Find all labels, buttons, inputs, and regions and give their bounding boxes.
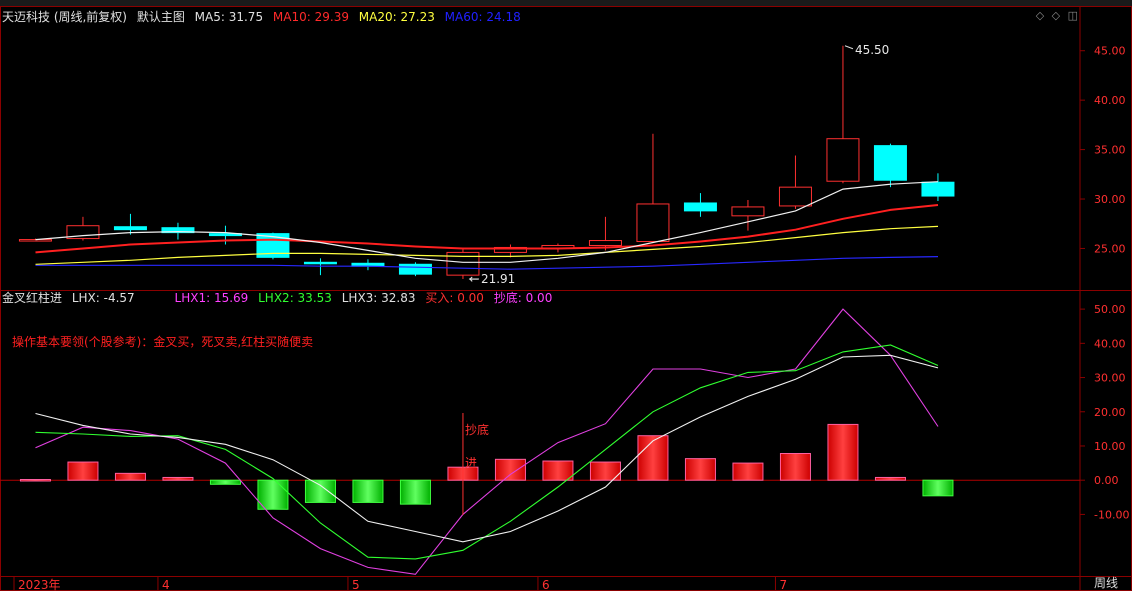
time-tick-label: 2023年: [18, 578, 61, 591]
price-tick-label: 45.00: [1094, 45, 1126, 58]
low-price-label: 21.91: [481, 272, 515, 286]
low-arrow: ←: [469, 272, 479, 286]
lhx2-value: LHX2: 33.53: [258, 291, 332, 305]
candle-body: [18, 239, 52, 242]
ma20-label: MA20: 27.23: [358, 10, 435, 24]
price-tick-label: 35.00: [1094, 144, 1126, 157]
lhx-bar: [67, 461, 99, 481]
buy-signal-label: 进: [465, 456, 477, 470]
stock-name[interactable]: 天迈科技 (周线,前复权): [2, 10, 127, 24]
candle-body: [731, 206, 765, 217]
lhx-bar: [589, 461, 621, 481]
indicator-name[interactable]: 金叉红柱进: [2, 291, 63, 305]
window-controls-icon[interactable]: ◇ ◇ ◫: [1035, 9, 1080, 22]
lhx-bar: [637, 435, 669, 481]
indicator-tick-label: 30.00: [1094, 372, 1126, 385]
candle-body: [398, 263, 432, 275]
lhx-bar: [209, 479, 241, 485]
lhx1-line: [35, 308, 939, 575]
candle-body: [636, 203, 670, 243]
price-tick-label: 40.00: [1094, 94, 1126, 107]
ma5-line: [35, 181, 939, 263]
lhx-bar: [114, 472, 146, 481]
candle-body: [493, 246, 527, 253]
ma5-label: MA5: 31.75: [194, 10, 264, 24]
lhx-bar: [827, 423, 859, 481]
indicator-tick-label: -10.00: [1094, 508, 1129, 521]
lhx-bar: [684, 458, 716, 481]
candle-body: [778, 186, 812, 207]
candle-body: [826, 138, 860, 182]
candle-body: [208, 233, 242, 237]
indicator-tick-label: 0.00: [1094, 474, 1119, 487]
candle-body: [921, 181, 955, 197]
indicator-tick-label: 50.00: [1094, 303, 1126, 316]
window-controls[interactable]: ◇ ◇ ◫: [1036, 9, 1080, 22]
main-chart-header: 天迈科技 (周线,前复权) 默认主图 MA5: 31.75 MA10: 29.3…: [2, 8, 527, 26]
candle-body: [588, 240, 622, 246]
buy-value: 买入: 0.00: [425, 291, 484, 305]
lhx-bar: [19, 479, 51, 482]
lhx-value: LHX: -4.57: [71, 291, 135, 305]
strategy-note: 操作基本要领(个股参考)：金叉买，死叉卖,红柱买随便卖: [12, 335, 314, 349]
lhx-bar: [542, 460, 574, 481]
lhx2-line: [35, 344, 939, 560]
ma60-line: [35, 256, 939, 270]
time-tick-label: 4: [162, 578, 170, 591]
lhx1-value: LHX1: 15.69: [174, 291, 249, 305]
lhx-bar: [732, 462, 764, 481]
time-tick-label: 7: [779, 578, 787, 591]
lhx-bar: [352, 479, 384, 503]
ma10-line: [35, 204, 939, 254]
candle-body: [873, 145, 907, 181]
lhx-bar: [494, 458, 526, 481]
high-pointer: [844, 45, 854, 50]
main-chart-label[interactable]: 默认主图: [136, 10, 185, 24]
lhx-bar: [162, 476, 194, 481]
bottom-signal-label: 抄底: [465, 422, 489, 437]
candle-body: [113, 226, 147, 231]
time-tick-label: 6: [542, 578, 550, 591]
lhx-bar: [922, 479, 954, 497]
price-tick-label: 25.00: [1094, 242, 1126, 255]
bottom-value: 抄底: 0.00: [493, 291, 553, 305]
lhx3-line: [35, 354, 939, 543]
top-toolbar-strip: [0, 0, 1132, 6]
indicator-header: 金叉红柱进 LHX: -4.57 LHX1: 15.69 LHX2: 33.53…: [2, 289, 558, 307]
candle-body: [303, 261, 337, 265]
ma10-label: MA10: 29.39: [272, 10, 349, 24]
lhx-bar: [874, 476, 906, 481]
lhx-bar: [399, 479, 431, 505]
indicator-tick-label: 40.00: [1094, 337, 1126, 350]
time-tick-label: 5: [352, 578, 360, 591]
lhx-bar: [779, 453, 811, 481]
lhx-bar: [257, 479, 289, 510]
ma60-label: MA60: 24.18: [444, 10, 521, 24]
ma20-line: [35, 225, 939, 265]
candle-body: [446, 251, 480, 276]
indicator-tick-label: 20.00: [1094, 406, 1126, 419]
period-label[interactable]: 周线: [1093, 576, 1118, 590]
candle-body: [161, 227, 195, 234]
lhx3-value: LHX3: 32.83: [341, 291, 416, 305]
high-price-label: 45.50: [855, 43, 889, 57]
candle-body: [683, 202, 717, 212]
price-tick-label: 30.00: [1094, 193, 1126, 206]
indicator-tick-label: 10.00: [1094, 440, 1126, 453]
lhx-bar: [304, 479, 336, 503]
